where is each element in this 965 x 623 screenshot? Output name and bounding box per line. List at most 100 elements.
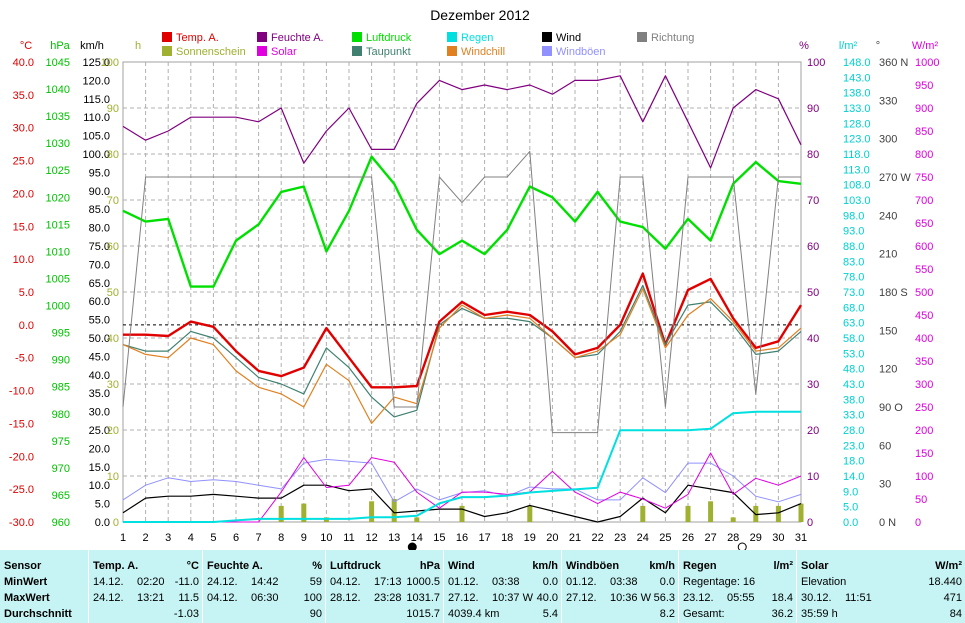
axis-tick-label: 970 xyxy=(52,463,70,475)
axis-tick-label: 60 xyxy=(807,241,819,253)
axis-tick-label: 40.0 xyxy=(89,370,110,382)
axis-tick-label: 150 xyxy=(879,325,897,337)
axis-tick-label: 138.0 xyxy=(843,88,871,100)
x-tick-label: 15 xyxy=(433,532,445,544)
axis-tick-label: 35.0 xyxy=(89,388,110,400)
stats-value: 59 xyxy=(309,576,322,588)
axis-tick-label: 0 xyxy=(915,517,921,529)
axis-tick-label: 550 xyxy=(915,264,933,276)
sunshine-bar xyxy=(414,517,420,522)
axis-tick-label: 0 xyxy=(807,517,813,529)
axis-tick-label: 28.0 xyxy=(843,425,864,437)
axis-tick-label: 80 xyxy=(807,149,819,161)
stats-cell: 1015.7 xyxy=(330,606,440,622)
axis-unit: km/h xyxy=(80,40,104,52)
stats-cell: 4039.4 km 5.4 xyxy=(448,606,558,622)
stats-label-column: Sensor MinWert MaxWert Durchschnitt xyxy=(0,550,88,623)
axis-tick-label: 1030 xyxy=(46,138,70,150)
axis-tick-label: 73.0 xyxy=(843,287,864,299)
stats-time: 06:30 xyxy=(251,592,279,604)
axis-tick-label: 1000 xyxy=(46,301,70,313)
axis-tick-label: 65.0 xyxy=(89,278,110,290)
axis-tick-label: 450 xyxy=(915,310,933,322)
x-tick-label: 31 xyxy=(795,532,807,544)
legend-swatch xyxy=(447,32,457,42)
axis-tick-label: 128.0 xyxy=(843,118,871,130)
legend-swatch xyxy=(637,32,647,42)
stats-time: 03:38 xyxy=(610,576,638,588)
axis-tick-label: 120.0 xyxy=(82,75,110,87)
stats-cell: Elevation 18.440 xyxy=(801,574,962,590)
axis-unit: ° xyxy=(876,40,880,52)
legend-swatch xyxy=(542,32,552,42)
stats-column-header: Regen l/m² xyxy=(683,558,793,574)
axis-tick-label: 800 xyxy=(915,149,933,161)
stats-column-header: Solar W/m² xyxy=(801,558,962,574)
axis-tick-label: 15.0 xyxy=(13,221,34,233)
stats-column-unit: hPa xyxy=(419,560,440,572)
axis-tick-label: 950 xyxy=(915,80,933,92)
stats-date: 04.12. xyxy=(207,592,238,604)
stats-cell: 90 xyxy=(207,606,322,622)
axis-tick-label: 70 xyxy=(807,195,819,207)
weather-chart: Dezember 2012 Temp. A. Sonnenschein Feucht… xyxy=(9,7,939,550)
axis-tick-label: 1000 xyxy=(915,57,939,69)
x-tick-label: 8 xyxy=(278,532,284,544)
axis-tick-label: 100.0 xyxy=(82,149,110,161)
stats-column-solar: Solar W/m² Elevation 18.440 30.12. 11:51 471 35… xyxy=(796,550,965,623)
x-tick-label: 27 xyxy=(704,532,716,544)
axis-tick-label: 53.0 xyxy=(843,348,864,360)
stats-time: 02:20 xyxy=(137,576,165,588)
axis-tick-label: 48.0 xyxy=(843,364,864,376)
axis-tick-label: 90.0 xyxy=(89,186,110,198)
axis-tick-label: 210 xyxy=(879,249,897,261)
sunshine-bar xyxy=(369,501,375,522)
legend-label: Taupunkt xyxy=(366,46,411,58)
axis-tick-label: 78.0 xyxy=(843,272,864,284)
row-label-avg: Durchschnitt xyxy=(4,608,72,620)
stats-value: -1.03 xyxy=(173,608,199,620)
stats-value: 1000.5 xyxy=(406,576,440,588)
stats-value: 18.4 xyxy=(771,592,793,604)
stats-date: 28.12. xyxy=(330,592,361,604)
stats-time: 14:42 xyxy=(251,576,279,588)
stats-date: Regentage: 16 xyxy=(683,576,756,588)
sunshine-bar xyxy=(301,503,307,522)
series-line-temp-a- xyxy=(123,272,803,389)
axis-tick-label: 1035 xyxy=(46,111,70,123)
stats-column-header: Feuchte A.% xyxy=(207,558,322,574)
stats-date: 27.12. xyxy=(448,592,479,604)
stats-time: 03:38 xyxy=(492,576,520,588)
stats-cell: Regentage: 16 xyxy=(683,574,793,590)
axis-tick-label: 990 xyxy=(52,355,70,367)
stats-cell: 28.12. 23:28 1031.7 xyxy=(330,590,440,606)
axis-tick-label: 88.0 xyxy=(843,241,864,253)
axis-tick-label: 995 xyxy=(52,328,70,340)
axis-tick-label: 100 xyxy=(101,57,119,69)
stats-column-header: Luftdruck hPa xyxy=(330,558,440,574)
axis-tick-label: 93.0 xyxy=(843,226,864,238)
series-line-regen xyxy=(123,410,801,523)
stats-cell: 27.12. 10:36 W 56.3 xyxy=(566,590,675,606)
sunshine-bar xyxy=(708,501,714,522)
stats-value: 471 xyxy=(943,592,962,604)
axis-tick-label: 270 W xyxy=(879,172,911,184)
chart-title: Dezember 2012 xyxy=(430,7,530,23)
axis-tick-label: 103.0 xyxy=(843,195,871,207)
legend-swatch xyxy=(352,46,362,56)
x-tick-label: 6 xyxy=(233,532,239,544)
axis-tick-label: 50 xyxy=(107,287,119,299)
axis-tick-label: 38.0 xyxy=(843,394,864,406)
x-tick-label: 18 xyxy=(501,532,513,544)
x-tick-label: 4 xyxy=(188,532,194,544)
axis-tick-label: 120 xyxy=(879,364,897,376)
stats-cell: 04.12. 06:30 100 xyxy=(207,590,322,606)
legend-label: Windchill xyxy=(461,46,505,58)
stats-column-title: Wind xyxy=(448,560,475,572)
x-tick-label: 12 xyxy=(365,532,377,544)
full-moon-icon xyxy=(737,542,747,550)
axis-tick-label: 125.0 xyxy=(82,57,110,69)
axis-tick-label: 98.0 xyxy=(843,210,864,222)
series-line-feuchte-a- xyxy=(122,75,802,169)
legend-label: Feuchte A. xyxy=(271,32,324,44)
